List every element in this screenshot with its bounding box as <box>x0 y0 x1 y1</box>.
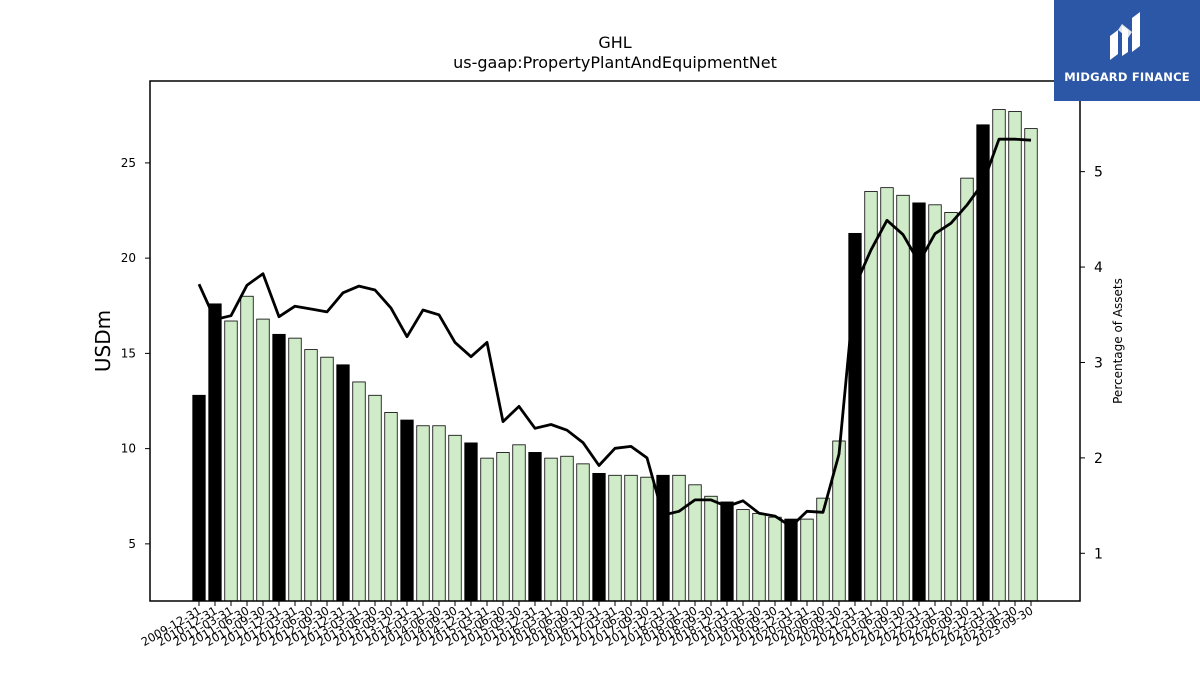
y2-tick-label: 4 <box>1094 260 1103 276</box>
bar <box>1008 111 1022 602</box>
chart-title: GHL <box>598 33 631 52</box>
brand-mark-icon <box>1110 12 1140 60</box>
y-axis-left: 5 10 15 20 25 <box>121 156 150 551</box>
bar <box>368 394 382 602</box>
bar <box>608 474 622 602</box>
bar <box>960 177 974 602</box>
bar <box>416 425 430 602</box>
bar <box>336 364 350 602</box>
bar <box>976 124 990 602</box>
bar <box>272 333 286 602</box>
line-layer <box>197 137 1032 528</box>
bar <box>528 452 542 602</box>
y-tick-label: 5 <box>128 537 136 551</box>
bar <box>640 476 654 602</box>
bar <box>400 419 414 602</box>
bar <box>624 474 638 602</box>
bar <box>944 212 958 602</box>
bar <box>496 452 510 602</box>
bar <box>592 472 606 602</box>
bar <box>880 187 894 602</box>
bar <box>448 434 462 602</box>
bar <box>1024 128 1038 602</box>
bar <box>736 509 750 602</box>
brand-name: MIDGARD FINANCE <box>1064 70 1190 84</box>
bar <box>240 295 254 602</box>
bar <box>768 516 782 602</box>
bar <box>896 194 910 602</box>
bar <box>288 337 302 602</box>
bar <box>352 381 366 602</box>
bar <box>560 455 574 602</box>
brand-logo: MIDGARD FINANCE <box>1054 0 1200 101</box>
y-tick-label: 20 <box>121 251 136 265</box>
bar <box>256 318 270 602</box>
bar <box>480 457 494 602</box>
x-axis: 2009-12-312010-12-312011-03-312011-06-30… <box>139 601 1036 649</box>
bar <box>992 109 1006 602</box>
y2-axis-label: Percentage of Assets <box>1111 278 1125 404</box>
bar <box>720 501 734 602</box>
bar <box>512 444 526 602</box>
y-tick-label: 25 <box>121 156 136 170</box>
bar <box>432 425 446 602</box>
bar <box>800 518 814 602</box>
bar <box>384 412 398 602</box>
bar <box>304 349 318 602</box>
bar <box>704 495 718 602</box>
bar-group <box>192 109 1038 602</box>
chart-subtitle: us-gaap:PropertyPlantAndEquipmentNet <box>453 53 777 72</box>
bar <box>672 474 686 602</box>
bar <box>464 442 478 602</box>
bar <box>752 512 766 602</box>
bar <box>224 320 238 602</box>
y2-tick-label: 2 <box>1094 451 1103 467</box>
bar <box>192 394 206 602</box>
bar <box>208 303 222 602</box>
percentage-line <box>197 137 1032 528</box>
bar <box>656 474 670 602</box>
bar <box>544 457 558 602</box>
bar <box>784 518 798 602</box>
y2-tick-label: 1 <box>1094 546 1103 562</box>
bar <box>576 463 590 602</box>
y-axis-right: 1 2 3 4 5 <box>1080 165 1103 562</box>
y2-tick-label: 3 <box>1094 355 1103 371</box>
y2-tick-label: 5 <box>1094 165 1103 181</box>
y-axis-label: USDm <box>91 310 115 372</box>
bar <box>320 356 334 602</box>
y-tick-label: 10 <box>121 442 136 456</box>
y-tick-label: 15 <box>121 346 136 360</box>
bar <box>928 204 942 602</box>
